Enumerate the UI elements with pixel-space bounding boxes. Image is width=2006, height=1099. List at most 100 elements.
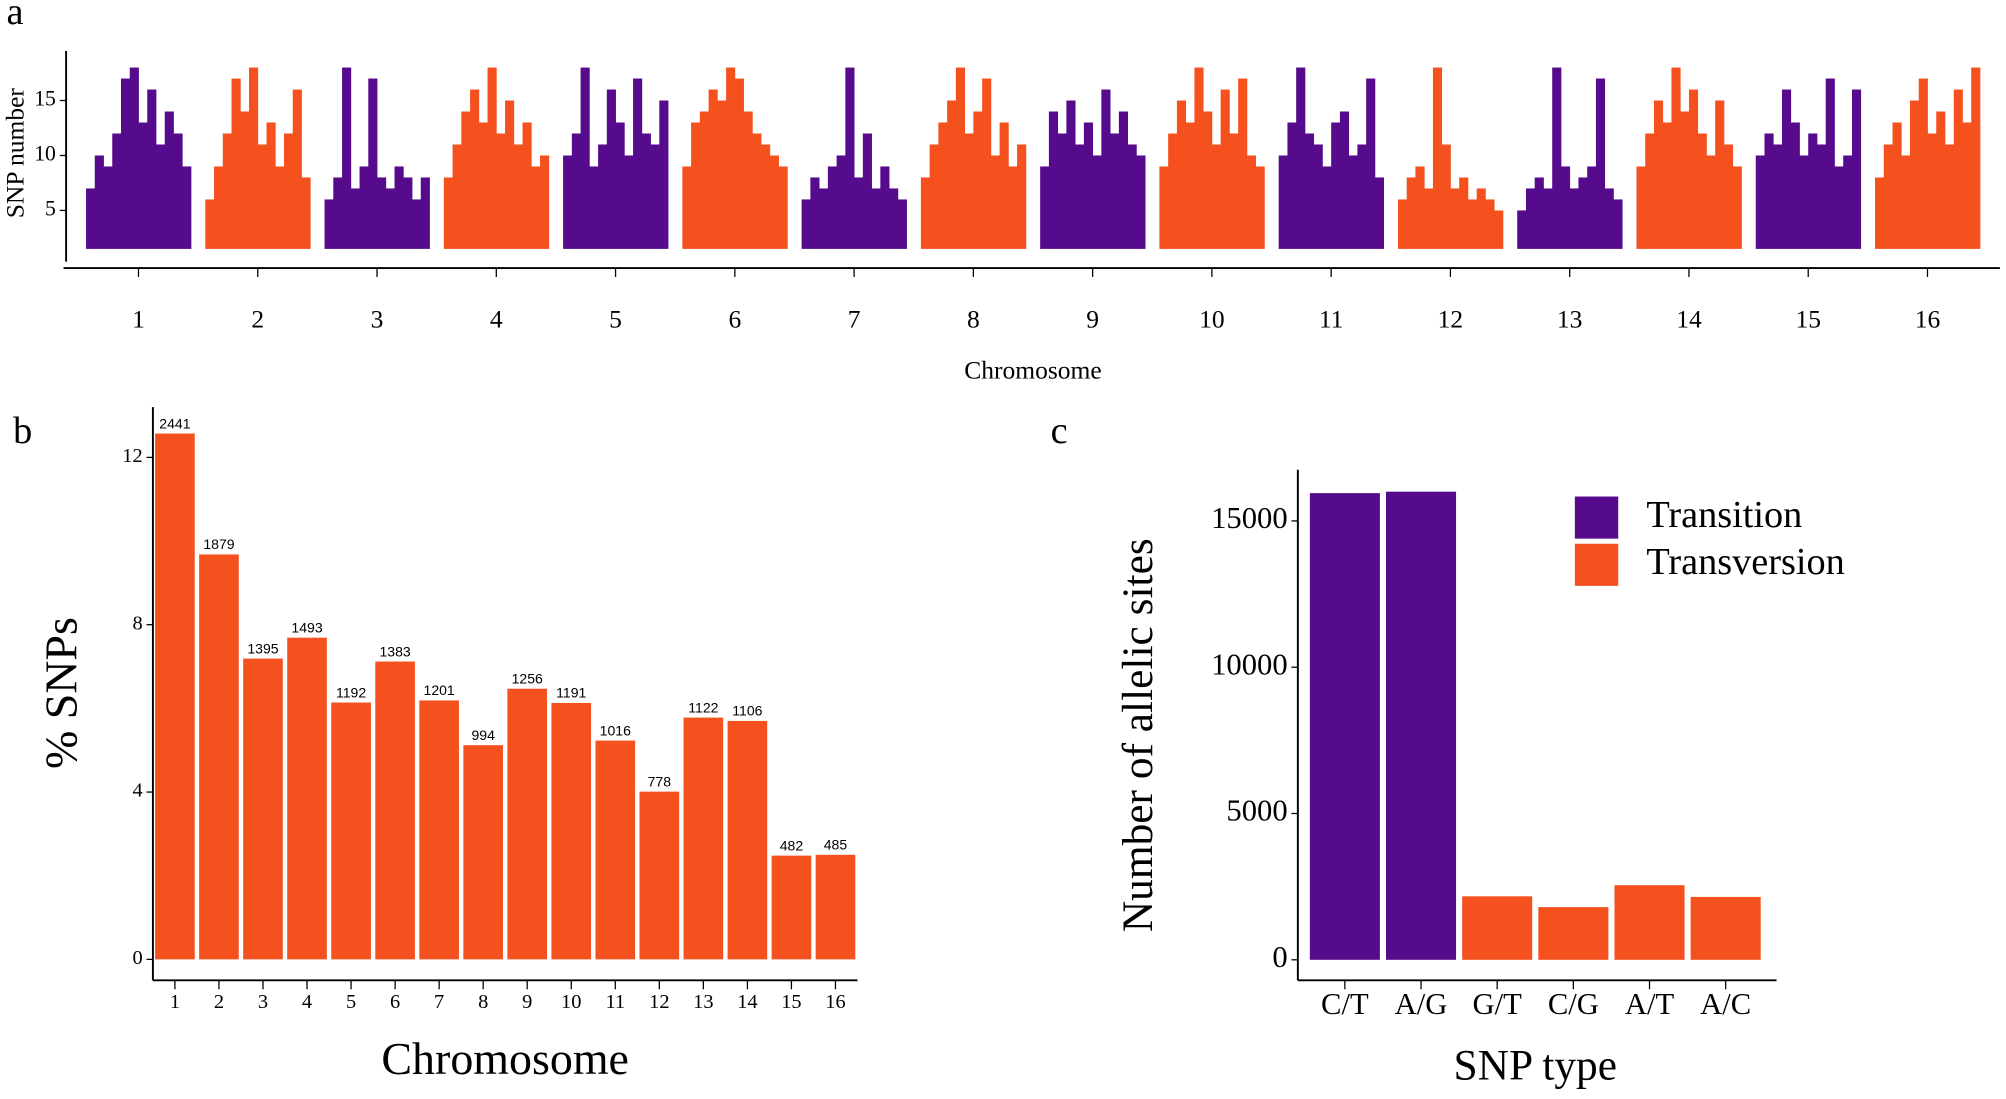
snp-window-bar [1110, 133, 1120, 249]
snp-window-bar [1203, 111, 1213, 249]
y-tick-label: 15 [34, 87, 56, 111]
snp-window-bar [333, 177, 343, 249]
snp-window-bar [1697, 133, 1707, 249]
snp-window-bar [1613, 199, 1623, 249]
snp-window-bar [1485, 199, 1495, 249]
snp-window-bar [1348, 155, 1358, 249]
snp-window-bar [1543, 188, 1553, 249]
y-tick-label: 0 [1272, 940, 1287, 974]
bar-count-label: 1395 [247, 640, 278, 656]
snp-window-bar [1799, 155, 1809, 249]
bar [463, 745, 503, 960]
snp-window-bar [743, 111, 753, 249]
x-tick-label: 7 [848, 305, 861, 334]
snp-window-bar [1476, 188, 1486, 249]
snp-window-bar [496, 133, 506, 249]
bar [595, 740, 636, 960]
snp-window-bar [1936, 111, 1946, 249]
snp-window-bar [1653, 100, 1664, 249]
snp-window-bar [487, 67, 497, 249]
snp-window-bar [1075, 144, 1085, 249]
snp-window-bar [819, 188, 829, 249]
x-tick-label: 16 [825, 991, 845, 1013]
snp-window-bar [1755, 155, 1765, 249]
snp-window-bar [121, 78, 131, 249]
x-axis-title: SNP type [1454, 1042, 1617, 1090]
snp-window-bar [1525, 188, 1536, 249]
x-tick-label: 3 [371, 305, 384, 334]
snp-window-bar [1781, 89, 1792, 249]
x-tick-label: 15 [781, 991, 801, 1013]
x-tick-label: 5 [609, 305, 622, 334]
x-tick-label: 10 [1199, 305, 1225, 334]
snp-window-bar [1578, 177, 1588, 249]
snp-window-bar [478, 122, 488, 249]
y-tick-label: 5000 [1226, 794, 1287, 828]
bar [1462, 896, 1533, 960]
snp-window-bar [641, 133, 651, 249]
snp-window-bar [205, 199, 215, 249]
snp-window-bar [1843, 155, 1853, 249]
snp-window-bar [522, 122, 532, 249]
bar-count-label: 778 [648, 773, 672, 789]
bar-count-label: 1016 [600, 722, 631, 738]
x-axis-title: Chromosome [381, 1033, 629, 1084]
snp-window-bar [810, 177, 820, 249]
bar-count-label: 482 [780, 837, 804, 853]
bar-count-label: 1122 [688, 699, 718, 715]
snp-window-bar [659, 100, 669, 249]
bar [639, 791, 680, 960]
snp-window-bar [155, 144, 166, 249]
snp-window-bar [1883, 144, 1893, 249]
snp-window-bar [990, 155, 1000, 249]
snp-window-bar [801, 199, 811, 249]
x-tick-label: 6 [728, 305, 741, 334]
snp-window-bar [1101, 89, 1111, 249]
panel-label: a [7, 0, 24, 33]
snp-window-bar [1671, 67, 1681, 249]
y-axis-title: Number of allelic sites [1114, 538, 1162, 932]
snp-window-bar [734, 78, 744, 249]
snp-window-bar [880, 166, 890, 249]
bar-count-label: 1879 [203, 536, 234, 552]
snp-window-bar [1706, 155, 1716, 249]
y-axis-title: SNP number [0, 88, 29, 219]
snp-window-bar [845, 67, 855, 249]
snp-window-bar [214, 166, 224, 249]
snp-window-bar [778, 166, 788, 249]
bar-count-label: 2441 [159, 415, 190, 431]
snp-window-bar [505, 100, 515, 249]
legend-label: Transversion [1646, 541, 1845, 583]
snp-window-bar [470, 89, 480, 249]
snp-window-bar [222, 133, 232, 249]
bar [1309, 493, 1380, 960]
snp-window-bar [531, 166, 541, 249]
snp-window-bar [1313, 144, 1323, 249]
y-tick-label: 8 [132, 612, 142, 634]
bar [1690, 896, 1761, 960]
snp-window-bar [443, 177, 453, 249]
snp-window-bar [324, 199, 334, 249]
x-axis-title: Chromosome [964, 356, 1102, 385]
x-tick-label: 9 [522, 991, 532, 1013]
snp-window-bar [94, 155, 104, 249]
snp-window-bar [947, 100, 957, 249]
snp-window-bar [147, 89, 157, 249]
snp-window-bar [726, 67, 736, 249]
snp-window-bar [1808, 133, 1818, 249]
bar [155, 433, 195, 960]
snp-window-bar [1875, 177, 1885, 249]
snp-window-bar [284, 133, 294, 249]
bar-count-label: 1191 [556, 685, 586, 701]
snp-window-bar [1604, 188, 1614, 249]
snp-window-bar [920, 177, 931, 249]
snp-window-bar [1040, 166, 1050, 249]
bar [331, 702, 371, 960]
snp-window-bar [257, 144, 267, 249]
snp-window-bar [249, 67, 259, 249]
x-tick-label: 1 [132, 305, 145, 334]
snp-window-bar [394, 166, 404, 249]
snp-window-bar [854, 177, 864, 249]
snp-window-bar [1680, 111, 1690, 249]
